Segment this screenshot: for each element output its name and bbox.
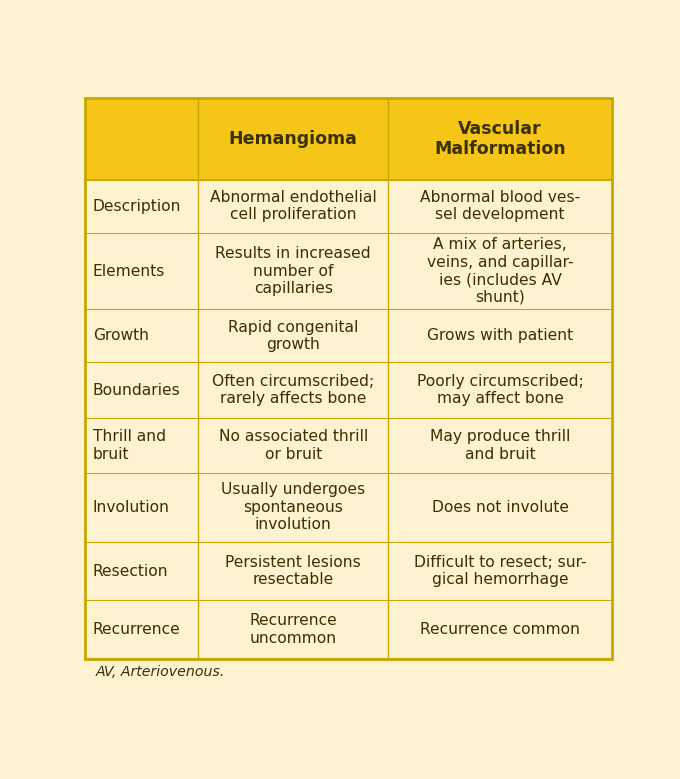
Text: Rapid congenital
growth: Rapid congenital growth [228,319,358,352]
Bar [85,98,612,180]
Text: Recurrence common: Recurrence common [420,622,580,637]
Text: May produce thrill
and bruit: May produce thrill and bruit [430,429,571,461]
Text: Often circumscribed;
rarely affects bone: Often circumscribed; rarely affects bone [212,374,374,407]
Text: Poorly circumscribed;
may affect bone: Poorly circumscribed; may affect bone [417,374,583,407]
Text: No associated thrill
or bruit: No associated thrill or bruit [218,429,368,461]
Text: Vascular
Malformation: Vascular Malformation [435,120,566,158]
Text: Results in increased
number of
capillaries: Results in increased number of capillari… [216,246,371,296]
Text: Persistent lesions
resectable: Persistent lesions resectable [225,555,361,587]
Text: Grows with patient: Grows with patient [427,329,573,344]
Text: AV, Arteriovenous.: AV, Arteriovenous. [95,664,225,679]
Text: Recurrence
uncommon: Recurrence uncommon [250,613,337,646]
Text: Abnormal blood ves-
sel development: Abnormal blood ves- sel development [420,190,580,223]
Text: Involution: Involution [93,500,170,515]
Text: Difficult to resect; sur-
gical hemorrhage: Difficult to resect; sur- gical hemorrha… [413,555,586,587]
Text: Hemangioma: Hemangioma [228,130,358,148]
Text: Does not involute: Does not involute [432,500,568,515]
Text: Usually undergoes
spontaneous
involution: Usually undergoes spontaneous involution [221,482,365,532]
Text: Resection: Resection [93,563,169,579]
Text: Boundaries: Boundaries [93,382,181,397]
Text: Recurrence: Recurrence [93,622,181,637]
Text: Abnormal endothelial
cell proliferation: Abnormal endothelial cell proliferation [210,190,377,223]
Text: Thrill and
bruit: Thrill and bruit [93,429,166,461]
Text: Growth: Growth [93,329,149,344]
Text: Description: Description [93,199,182,213]
Text: A mix of arteries,
veins, and capillar-
ies (includes AV
shunt): A mix of arteries, veins, and capillar- … [427,238,573,305]
Text: Elements: Elements [93,263,165,279]
